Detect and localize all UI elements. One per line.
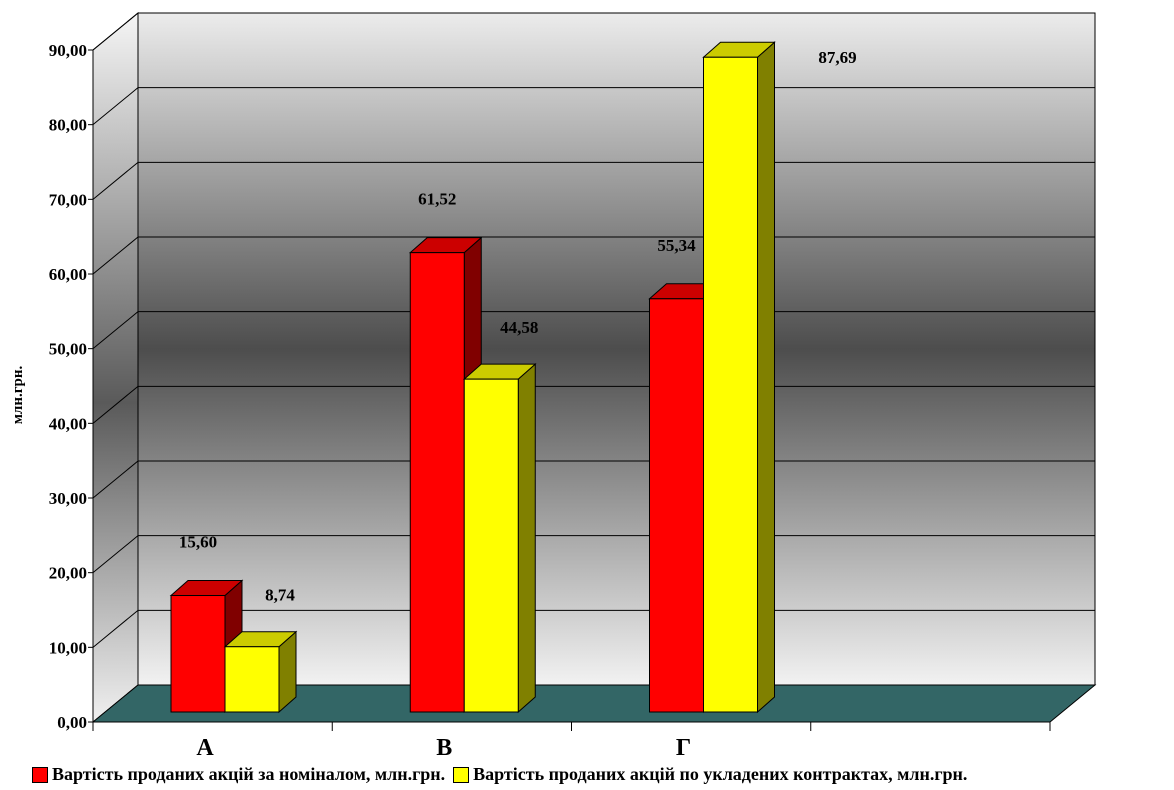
- category-label: Г: [676, 735, 691, 760]
- y-tick-label: 40,00: [49, 414, 87, 433]
- bar-front: [409, 252, 465, 713]
- gridline: [92, 311, 1095, 350]
- gridline: [92, 161, 1095, 200]
- bar-front: [170, 595, 226, 713]
- gridline: [92, 535, 1095, 574]
- y-tick-label: 10,00: [49, 638, 87, 657]
- category-label: В: [436, 735, 452, 760]
- data-label: 87,69: [818, 48, 856, 67]
- data-label: 61,52: [418, 190, 456, 209]
- y-axis-label: млн.грн.: [10, 365, 26, 424]
- gridline: [92, 12, 1095, 51]
- gridline: [92, 385, 1095, 424]
- bar-front: [463, 378, 519, 713]
- data-label: 44,58: [500, 318, 538, 337]
- y-tick-label: 60,00: [49, 265, 87, 284]
- data-label: 8,74: [265, 586, 295, 605]
- bar-front: [703, 56, 758, 713]
- bar-front: [649, 298, 704, 713]
- legend-swatch-red: [32, 766, 48, 783]
- bar-side: [517, 363, 536, 714]
- bar-side: [757, 41, 775, 714]
- gridline: [92, 609, 1095, 648]
- bar-front: [224, 646, 280, 713]
- chart-walls: [91, 11, 1097, 724]
- y-tick-label: 80,00: [49, 116, 87, 135]
- y-tick-label: 0,00: [57, 713, 87, 732]
- gridline: [92, 236, 1095, 275]
- legend-item-contracts: Вартість проданих акцій по укладених кон…: [453, 764, 967, 785]
- gridlines: [92, 12, 1095, 648]
- y-tick-label: 50,00: [49, 340, 87, 359]
- data-labels: 15,60 8,74 61,52 44,58 55,34 87,69: [179, 48, 857, 604]
- legend: Вартість проданих акцій за номіналом, мл…: [32, 764, 975, 785]
- bar-contracts-2: [702, 41, 776, 714]
- bar-contracts-0: [223, 630, 298, 714]
- axes: 0,00 10,00 20,00 30,00 40,00 50,00 60,00 70,00 8…: [49, 41, 1051, 760]
- gridline: [92, 460, 1095, 499]
- y-tick-label: 90,00: [49, 41, 87, 60]
- legend-item-nominal: Вартість проданих акцій за номіналом, мл…: [32, 764, 445, 785]
- legend-label-nominal: Вартість проданих акцій за номіналом, мл…: [52, 764, 446, 784]
- back-wall: [137, 12, 1096, 686]
- bars-group: [169, 41, 776, 714]
- gridline: [92, 87, 1095, 126]
- bar-nominal-0: [169, 579, 244, 714]
- data-label: 15,60: [179, 533, 217, 552]
- bar-chart: 0,00 10,00 20,00 30,00 40,00 50,00 60,00 70,00 8…: [10, 11, 1097, 760]
- y-tick-label: 30,00: [49, 489, 87, 508]
- y-tick-label: 70,00: [49, 190, 87, 209]
- legend-label-contracts: Вартість проданих акцій по укладених кон…: [473, 764, 968, 784]
- data-label: 55,34: [657, 236, 696, 255]
- legend-swatch-yellow: [453, 766, 470, 783]
- y-tick-label: 20,00: [49, 564, 87, 583]
- category-label: А: [196, 735, 214, 760]
- bar-contracts-1: [462, 363, 537, 714]
